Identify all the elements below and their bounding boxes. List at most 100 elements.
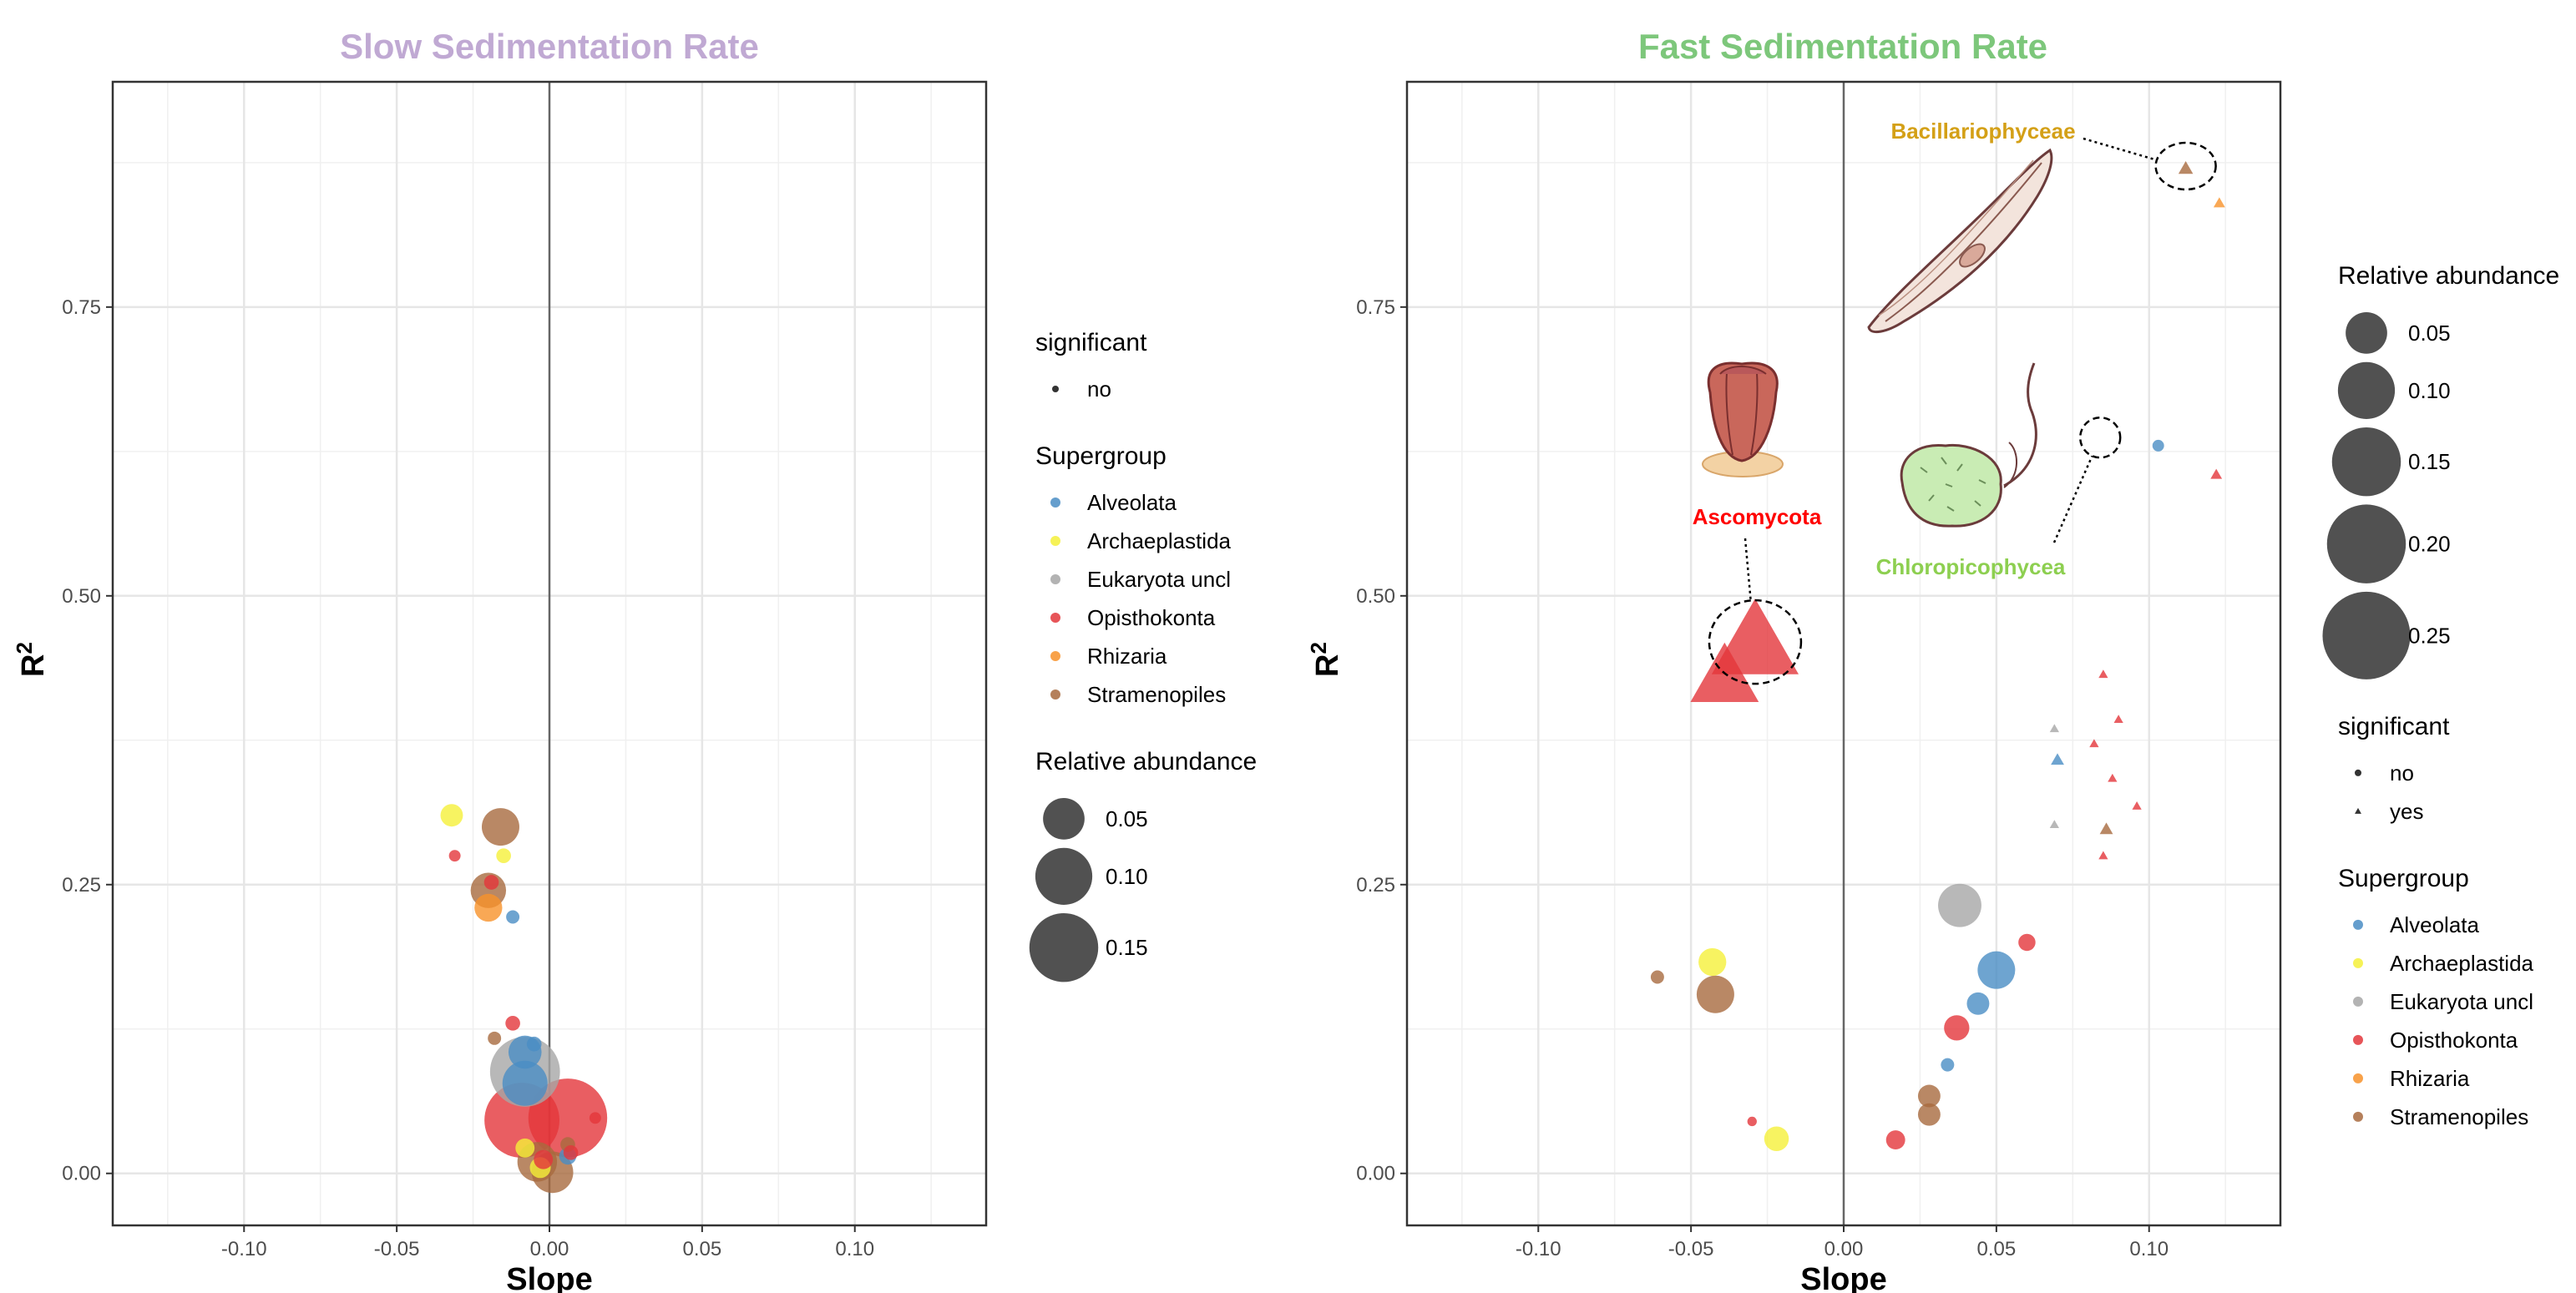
- annotation-highlight: [2078, 416, 2122, 459]
- diatom-illustration: [1867, 148, 2053, 334]
- x-tick-label: -0.05: [374, 1238, 420, 1260]
- slow-panel: Slow Sedimentation Rate -0.10 -0.05 0.00 0.…: [12, 27, 1257, 1293]
- data-point-triangle: [2098, 851, 2108, 860]
- legend-color-key: [1050, 651, 1060, 661]
- slow-marks: [440, 804, 608, 1194]
- ascomycota-label: Ascomycota: [1693, 504, 1822, 529]
- x-tick-label: 0.00: [1824, 1238, 1864, 1260]
- slow-x-axis-title: Slope: [506, 1262, 592, 1293]
- legend-section-title: Supergroup: [1035, 442, 1167, 470]
- data-point: [2018, 933, 2036, 952]
- x-tick-label: 0.00: [530, 1238, 569, 1260]
- legend-color-key: [1050, 613, 1060, 623]
- slow-y-axis-superscript: 2: [12, 642, 37, 654]
- legend-color-label: Rhizaria: [2390, 1066, 2470, 1091]
- data-point: [483, 875, 499, 890]
- data-point: [526, 1036, 542, 1052]
- legend-color-key: [1050, 574, 1060, 584]
- x-tick-label: 0.05: [1977, 1238, 2017, 1260]
- legend-color-label: Stramenopiles: [2390, 1104, 2528, 1129]
- legend-size-key: [2337, 361, 2396, 419]
- legend-color-key: [2353, 1034, 2363, 1045]
- annotation-leader: [2052, 455, 2093, 543]
- data-point: [1885, 1130, 1905, 1150]
- legend-color-label: Archaeplastida: [1087, 528, 1232, 553]
- annotation-leader: [1743, 538, 1752, 601]
- legend-size-label: 0.15: [2408, 449, 2451, 474]
- data-point-triangle: [2049, 724, 2059, 733]
- data-point-triangle: [2049, 820, 2059, 828]
- data-point: [505, 1016, 520, 1031]
- data-point: [563, 1144, 579, 1160]
- legend-section-title: Relative abundance: [1035, 748, 1257, 775]
- ascomycete-illustration: [1702, 361, 1784, 477]
- slow-panel-title: Slow Sedimentation Rate: [340, 27, 759, 66]
- legend-color-label: Eukaryota uncl: [2390, 989, 2533, 1014]
- data-point: [448, 850, 461, 862]
- data-point: [1747, 1116, 1757, 1127]
- legend-shape-key: [2355, 807, 2361, 814]
- x-tick-label: -0.05: [1668, 1238, 1714, 1260]
- legend-section-title: significant: [1035, 329, 1147, 356]
- bacillariophyceae-label: Bacillariophyceae: [1890, 119, 2075, 144]
- legend-section-title: significant: [2338, 713, 2450, 740]
- fast-panel-title: Fast Sedimentation Rate: [1638, 27, 2047, 66]
- data-point: [534, 1149, 554, 1169]
- legend-size-key: [2326, 504, 2406, 583]
- legend-shape-label: no: [1087, 376, 1111, 402]
- fast-tick-labels: -0.10 -0.05 0.00 0.05 0.10 0.00 0.25 0.50 0.75: [1356, 296, 2169, 1260]
- y-tick-label: 0.00: [62, 1163, 101, 1185]
- data-point: [1650, 970, 1664, 984]
- legend-size-key: [1035, 847, 1093, 905]
- x-tick-label: -0.10: [221, 1238, 267, 1260]
- annotation-leader: [2083, 137, 2158, 161]
- data-point: [2152, 439, 2164, 452]
- data-point: [1698, 947, 1727, 977]
- data-point: [1977, 951, 2016, 989]
- data-point: [1941, 1058, 1955, 1072]
- legend-color-label: Rhizaria: [1087, 644, 1167, 669]
- data-point: [440, 804, 463, 827]
- chloropicophycea-label: Chloropicophycea: [1876, 554, 2066, 579]
- data-point: [1696, 975, 1734, 1013]
- data-point: [496, 848, 511, 863]
- legend-color-label: Opisthokonta: [1087, 605, 1216, 630]
- legend-color-key: [2353, 919, 2363, 930]
- data-point-triangle: [2098, 669, 2108, 679]
- data-point-triangle: [2213, 197, 2225, 208]
- y-tick-label: 0.50: [1356, 585, 1395, 608]
- legend-color-label: Stramenopiles: [1087, 682, 1226, 707]
- data-point-triangle: [2099, 822, 2113, 835]
- legend-shape-key: [1052, 386, 1059, 392]
- data-point: [474, 893, 503, 922]
- data-point-triangle: [2210, 468, 2223, 479]
- y-tick-label: 0.75: [62, 296, 101, 319]
- data-point: [1917, 1084, 1941, 1108]
- data-point-triangle: [2051, 753, 2064, 765]
- data-point: [506, 910, 520, 924]
- legend-color-key: [2353, 1111, 2363, 1122]
- y-tick-label: 0.25: [62, 874, 101, 897]
- legend-color-label: Alveolata: [1087, 490, 1177, 515]
- legend-size-key: [2346, 312, 2387, 354]
- y-tick-label: 0.25: [1356, 874, 1395, 897]
- legend-color-label: Opisthokonta: [2390, 1028, 2518, 1053]
- data-point: [1944, 1015, 1970, 1041]
- legend-size-key: [2331, 427, 2401, 497]
- slow-legend: significant no Supergroup Alveolata Archaepl…: [1029, 329, 1257, 982]
- legend-size-label: 0.20: [2408, 532, 2451, 557]
- legend-color-label: Eukaryota uncl: [1087, 567, 1231, 592]
- slow-tick-labels: -0.10 -0.05 0.00 0.05 0.10 0.00 0.25 0.50 0.75: [62, 296, 874, 1260]
- data-point-triangle: [2178, 161, 2194, 174]
- legend-size-label: 0.15: [1106, 935, 1148, 960]
- legend-section-title: Relative abundance: [2338, 262, 2559, 290]
- x-tick-label: 0.10: [2129, 1238, 2169, 1260]
- legend-color-key: [1050, 498, 1060, 508]
- legend-size-label: 0.25: [2408, 623, 2451, 648]
- fast-y-axis-superscript: 2: [1306, 642, 1331, 654]
- data-point-triangle: [2108, 773, 2118, 782]
- legend-color-label: Alveolata: [2390, 912, 2479, 937]
- data-point: [515, 1138, 535, 1158]
